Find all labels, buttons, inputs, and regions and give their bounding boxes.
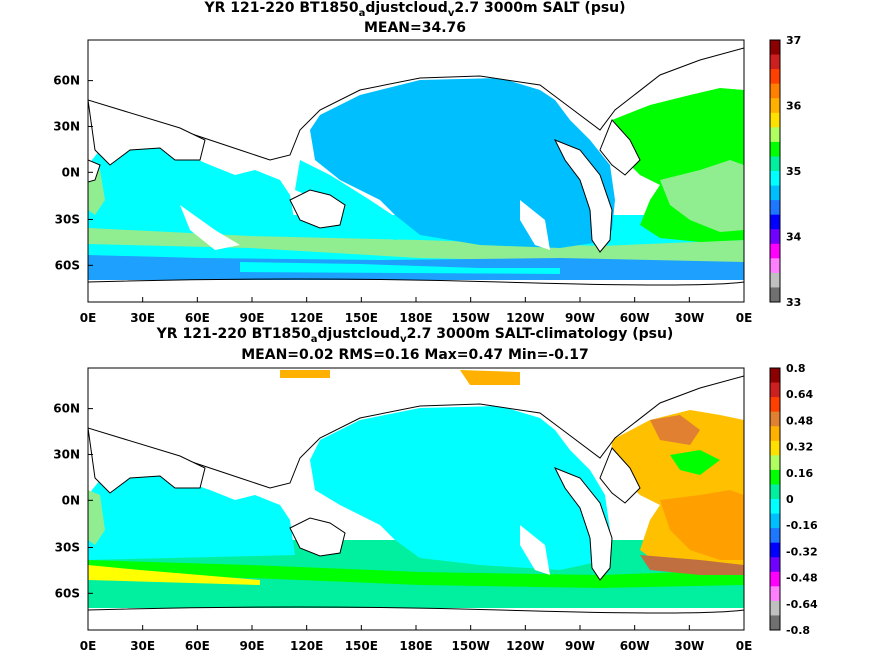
colorbar-swatch <box>770 54 780 70</box>
colorbar-swatch <box>770 98 780 114</box>
lat-label: 60S <box>55 258 80 272</box>
lat-label: 0N <box>62 165 80 179</box>
colorbar-swatch <box>770 112 780 128</box>
lon-label: 150W <box>452 639 490 653</box>
panel1-stats: MEAN=34.76 <box>363 20 467 36</box>
lat-label: 60N <box>53 402 80 416</box>
colorbar-tick-label: -0.8 <box>786 624 810 637</box>
colorbar-swatch <box>770 40 780 56</box>
panel1-map <box>88 40 744 302</box>
lon-label: 120E <box>290 639 323 653</box>
colorbar-frame <box>769 367 781 631</box>
colorbar-swatch <box>770 83 780 99</box>
lon-label: 60W <box>620 311 650 325</box>
colorbar-tick-label: 0.32 <box>786 441 813 454</box>
colorbar-tick-label: 36 <box>786 100 802 113</box>
colorbar-swatch <box>770 513 780 529</box>
colorbar-swatch <box>770 426 780 442</box>
colorbar-swatch <box>770 382 780 398</box>
colorbar-tick-label: -0.48 <box>786 572 818 585</box>
colorbar-tick-label: 0.16 <box>786 467 813 480</box>
lat-label: 30S <box>55 540 80 554</box>
lon-label: 0E <box>736 311 753 325</box>
lon-label: 30E <box>130 639 155 653</box>
lat-label: 60N <box>53 74 80 88</box>
colorbar-swatch <box>770 411 780 427</box>
colorbar-swatch <box>770 397 780 413</box>
colorbar-swatch <box>770 171 780 187</box>
colorbar-tick-label: 0 <box>786 493 794 506</box>
lon-label: 90W <box>565 639 595 653</box>
colorbar-swatch <box>770 127 780 143</box>
lon-label: 0E <box>736 639 753 653</box>
lon-label: 30E <box>130 311 155 325</box>
colorbar-swatch <box>770 455 780 471</box>
lat-label: 30N <box>53 119 80 133</box>
colorbar-swatch <box>770 528 780 544</box>
colorbar-swatch <box>770 484 780 500</box>
lon-label: 150W <box>452 311 490 325</box>
lat-label: 60S <box>55 586 80 600</box>
colorbar-frame <box>769 39 781 303</box>
lon-label: 90W <box>565 311 595 325</box>
colorbar-swatch <box>770 557 780 573</box>
colorbar-tick-label: 37 <box>786 34 801 47</box>
colorbar-swatch <box>770 615 780 631</box>
colorbars: 37 36 35 34 33 0.8 0.64 0.48 0.32 0.16 0 -0.16 -0.32… <box>769 34 818 637</box>
colorbar-swatch <box>770 368 780 384</box>
colorbar-tick-label: 0.48 <box>786 414 813 427</box>
lon-label: 30W <box>674 639 704 653</box>
lat-label: 0N <box>62 493 80 507</box>
colorbar-swatch <box>770 272 780 288</box>
lon-label: 30W <box>674 311 704 325</box>
lat-label: 30S <box>55 212 80 226</box>
lon-label: 60E <box>185 639 210 653</box>
panel2-stats: MEAN=0.02 RMS=0.16 Max=0.47 Min=-0.17 <box>241 347 589 363</box>
lon-label: 60W <box>620 639 650 653</box>
colorbar-swatch <box>770 243 780 259</box>
panel2-title: YR 121-220 BT1850adjustcloudv2.7 3000m S… <box>156 326 674 345</box>
lon-label: 90E <box>240 311 265 325</box>
colorbar-tick-label: 35 <box>786 165 801 178</box>
colorbar-swatch <box>770 258 780 274</box>
lon-label: 150E <box>345 639 378 653</box>
colorbar-swatch <box>770 440 780 456</box>
colorbar-swatch <box>770 469 780 485</box>
colorbar-tick-label: -0.32 <box>786 545 818 558</box>
colorbar-swatch <box>770 499 780 515</box>
colorbar-tick-label: 34 <box>786 231 802 244</box>
lat-label: 30N <box>53 447 80 461</box>
lon-label: 150E <box>345 311 378 325</box>
colorbar-swatch <box>770 571 780 587</box>
colorbar-swatch <box>770 185 780 201</box>
lon-label: 60E <box>185 311 210 325</box>
lon-label: 180E <box>399 311 432 325</box>
panel2-map <box>88 368 744 630</box>
colorbar-swatch <box>770 200 780 216</box>
lon-label: 0E <box>80 311 97 325</box>
colorbar-swatch <box>770 141 780 157</box>
colorbar-swatch <box>770 287 780 303</box>
colorbar-tick-label: 0.8 <box>786 362 806 375</box>
colorbar-tick-label: 0.64 <box>786 388 813 401</box>
axis-labels: 60N 30N 0N 30S 60S 0E 30E 60E 90E 120E 150E 180E 150… <box>53 74 752 653</box>
colorbar-tick-label: -0.16 <box>786 519 818 532</box>
lon-label: 0E <box>80 639 97 653</box>
colorbar-swatch <box>770 214 780 230</box>
colorbar-swatch <box>770 600 780 616</box>
colorbar-swatch <box>770 586 780 602</box>
colorbar-tick-label: -0.64 <box>786 598 818 611</box>
colorbar-swatch <box>770 156 780 172</box>
lon-label: 120W <box>506 311 544 325</box>
panel1-title: YR 121-220 BT1850adjustcloudv2.7 3000m S… <box>204 0 626 19</box>
lon-label: 120E <box>290 311 323 325</box>
colorbar-tick-label: 33 <box>786 296 801 309</box>
lon-label: 180E <box>399 639 432 653</box>
colorbar-swatch <box>770 69 780 85</box>
colorbar-swatch <box>770 229 780 245</box>
lon-label: 90E <box>240 639 265 653</box>
lon-label: 120W <box>506 639 544 653</box>
colorbar-swatch <box>770 542 780 558</box>
